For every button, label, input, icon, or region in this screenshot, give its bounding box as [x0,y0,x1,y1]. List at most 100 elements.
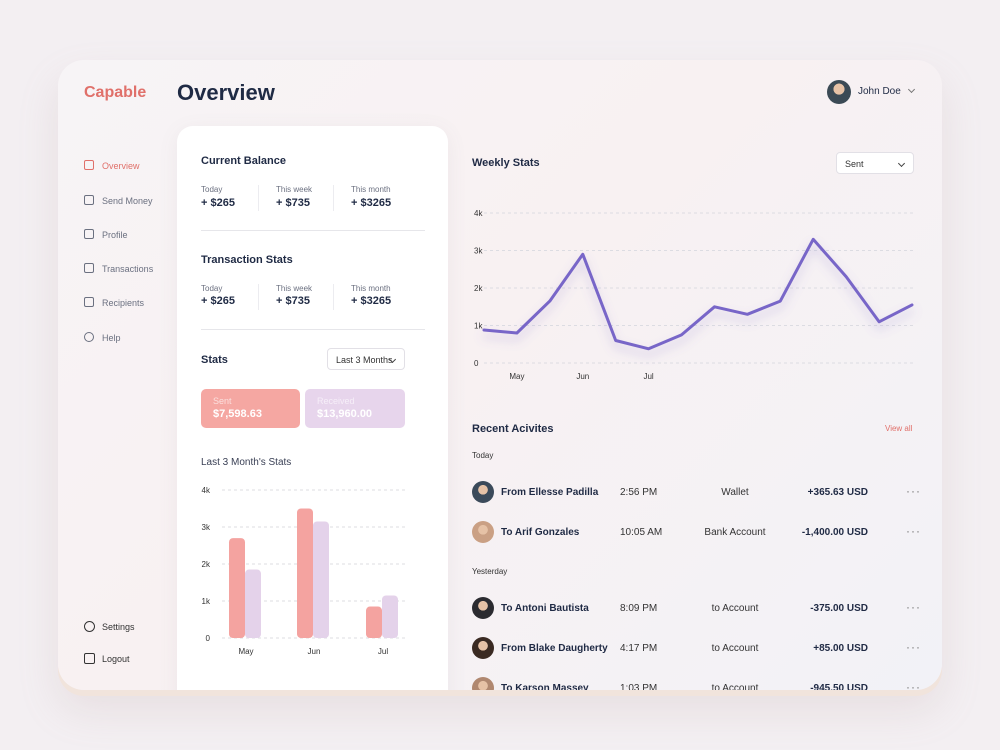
period-dropdown[interactable]: Last 3 Months [327,348,405,370]
brand: Capable [84,84,147,101]
user-menu-caret [907,85,916,94]
activity-method: Bank Account [704,527,766,538]
divider [201,230,425,231]
stat-value: + $735 [276,295,310,307]
activity-time: 2:56 PM [620,487,658,498]
activity-method: Wallet [721,487,749,498]
stat-value: + $265 [201,295,235,307]
stat-label: Today [201,284,223,293]
section-title: Current Balance [201,155,286,167]
activity-amount: -945.50 USD [810,683,868,690]
y-tick-label: 4k [202,486,211,495]
x-tick-label: Jun [308,647,321,656]
stat-divider [333,185,334,211]
series-dropdown[interactable]: Sent [836,152,914,174]
activity-time: 1:03 PM [620,683,658,690]
nav-item[interactable]: Transactions [102,264,154,274]
activity-method: to Account [711,643,759,654]
nav-item[interactable]: Settings [102,622,135,632]
contact-avatar [472,521,494,543]
stat-value: + $3265 [351,295,392,307]
y-tick-label: 4k [474,209,483,218]
y-tick-label: 0 [206,634,211,643]
page-title: Overview [177,80,275,105]
view-all-link[interactable]: View all [885,424,913,433]
more-button[interactable]: ··· [906,484,921,498]
stat-label: This month [351,284,391,293]
group-label: Today [472,451,494,460]
received-label: Received [317,396,355,406]
stat-value: + $735 [276,197,310,209]
bar [297,508,313,638]
bar [245,569,261,638]
x-tick-label: May [509,372,524,381]
divider [201,329,425,330]
x-tick-label: Jul [643,372,653,381]
stat-label: This week [276,185,313,194]
more-button[interactable]: ··· [906,600,921,614]
activity-name: To Antoni Bautista [501,603,589,614]
activity-amount: -1,400.00 USD [801,527,868,538]
activity-name: From Blake Daugherty [501,643,608,654]
section-title: Transaction Stats [201,254,293,266]
sent-amount: $7,598.63 [213,408,262,420]
nav-icon [84,229,94,239]
group-label: Yesterday [472,567,508,576]
sent-card: Sent $7,598.63 [201,389,300,428]
y-tick-label: 3k [474,247,483,256]
nav-item[interactable]: Overview [102,161,140,171]
y-tick-label: 2k [474,284,483,293]
bar [366,606,382,638]
chart-title: Last 3 Month's Stats [201,457,292,468]
contact-avatar [472,677,494,690]
nav-item[interactable]: Profile [102,230,128,240]
stat-divider [258,185,259,211]
stat-divider [258,284,259,310]
x-tick-label: May [238,647,253,656]
user-name[interactable]: John Doe [858,86,901,97]
activity-time: 4:17 PM [620,643,658,654]
y-tick-label: 0 [474,359,479,368]
contact-avatar [472,597,494,619]
nav-icon [84,195,94,205]
more-button[interactable]: ··· [906,640,921,654]
section-title: Recent Acivites [472,423,554,435]
contact-avatar [472,481,494,503]
y-tick-label: 3k [202,523,211,532]
stat-value: + $265 [201,197,235,209]
nav-icon [84,160,94,170]
bar-chart: 0 1k 2k 3k 4k May Jun Jul [202,486,407,656]
line-series [482,237,914,351]
stat-label: This week [276,284,313,293]
nav-item[interactable]: Help [102,333,121,343]
x-tick-label: Jul [378,647,388,656]
activity-name: From Ellesse Padilla [501,487,599,498]
nav-item[interactable]: Send Money [102,196,153,206]
activity-amount: +365.63 USD [807,487,868,498]
bar [382,595,398,638]
nav-icon [84,653,95,664]
stat-value: + $3265 [351,197,392,209]
y-tick-label: 1k [474,322,483,331]
nav-icon [84,332,94,342]
activity-method: to Account [711,683,759,690]
bar [229,538,245,638]
stat-divider [333,284,334,310]
more-button[interactable]: ··· [906,680,921,690]
line-chart: 0 1k 2k 3k 4k May Jun Jul [474,209,914,381]
nav-item[interactable]: Logout [102,654,130,664]
activity-time: 8:09 PM [620,603,658,614]
x-tick-label: Jun [576,372,589,381]
nav-icon [84,621,95,632]
received-amount: $13,960.00 [317,408,373,420]
chart-title: Weekly Stats [472,157,540,169]
more-button[interactable]: ··· [906,524,921,538]
nav-item[interactable]: Recipients [102,298,145,308]
activity-name: To Karson Massey [501,683,589,690]
y-tick-label: 1k [202,597,211,606]
nav-icon [84,263,94,273]
activity-method: to Account [711,603,759,614]
activity-amount: +85.00 USD [813,643,868,654]
activity-name: To Arif Gonzales [501,527,580,538]
